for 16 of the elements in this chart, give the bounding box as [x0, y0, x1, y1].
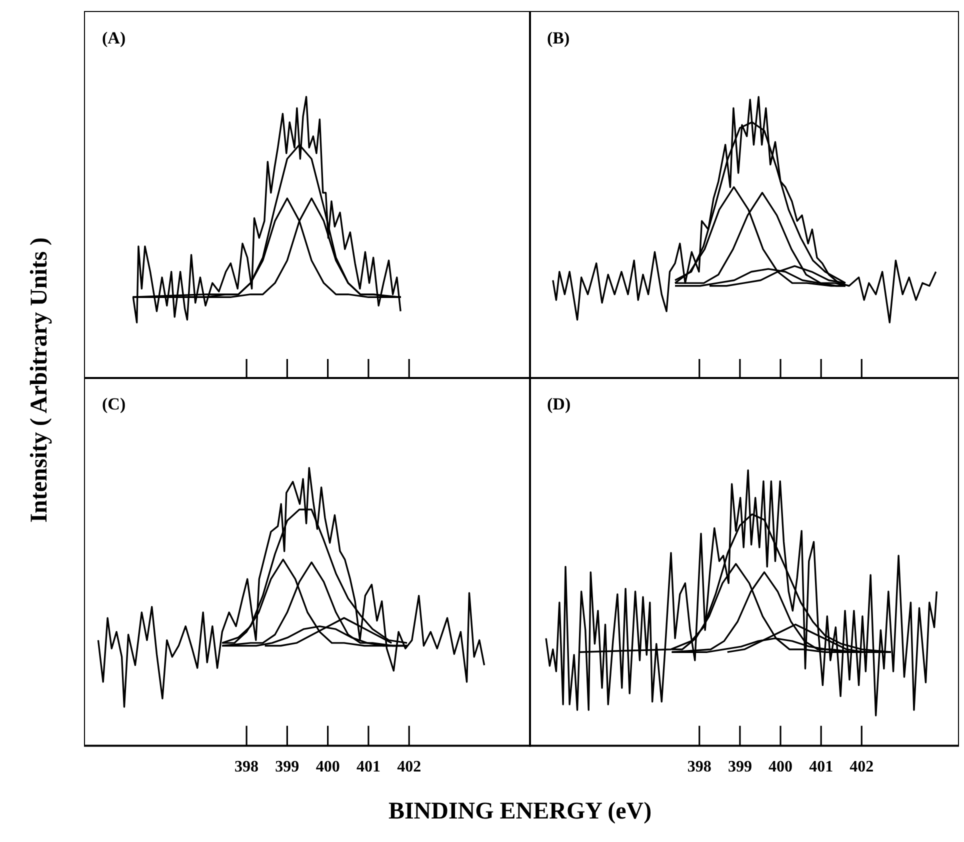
y-axis-title: Intensity ( Arbitrary Units ) — [26, 237, 54, 523]
x-tick-label: 399 — [275, 758, 300, 776]
x-tick-label: 402 — [850, 758, 874, 776]
x-tick-label: 398 — [687, 758, 712, 776]
chart-title: (C) — [102, 394, 126, 414]
x-tick-label: 402 — [397, 758, 422, 776]
x-tick-label: 399 — [728, 758, 752, 776]
chart-title: (D) — [547, 394, 571, 414]
x-tick-label: 400 — [768, 758, 793, 776]
chart-title: (B) — [547, 28, 570, 48]
x-tick-label: 401 — [809, 758, 834, 776]
x-tick-label: 401 — [356, 758, 380, 776]
chart-title: (A) — [102, 28, 126, 48]
x-axis-title: BINDING ENERGY (eV) — [388, 798, 652, 826]
x-tick-label: 398 — [234, 758, 259, 776]
x-tick-label: 400 — [316, 758, 340, 776]
